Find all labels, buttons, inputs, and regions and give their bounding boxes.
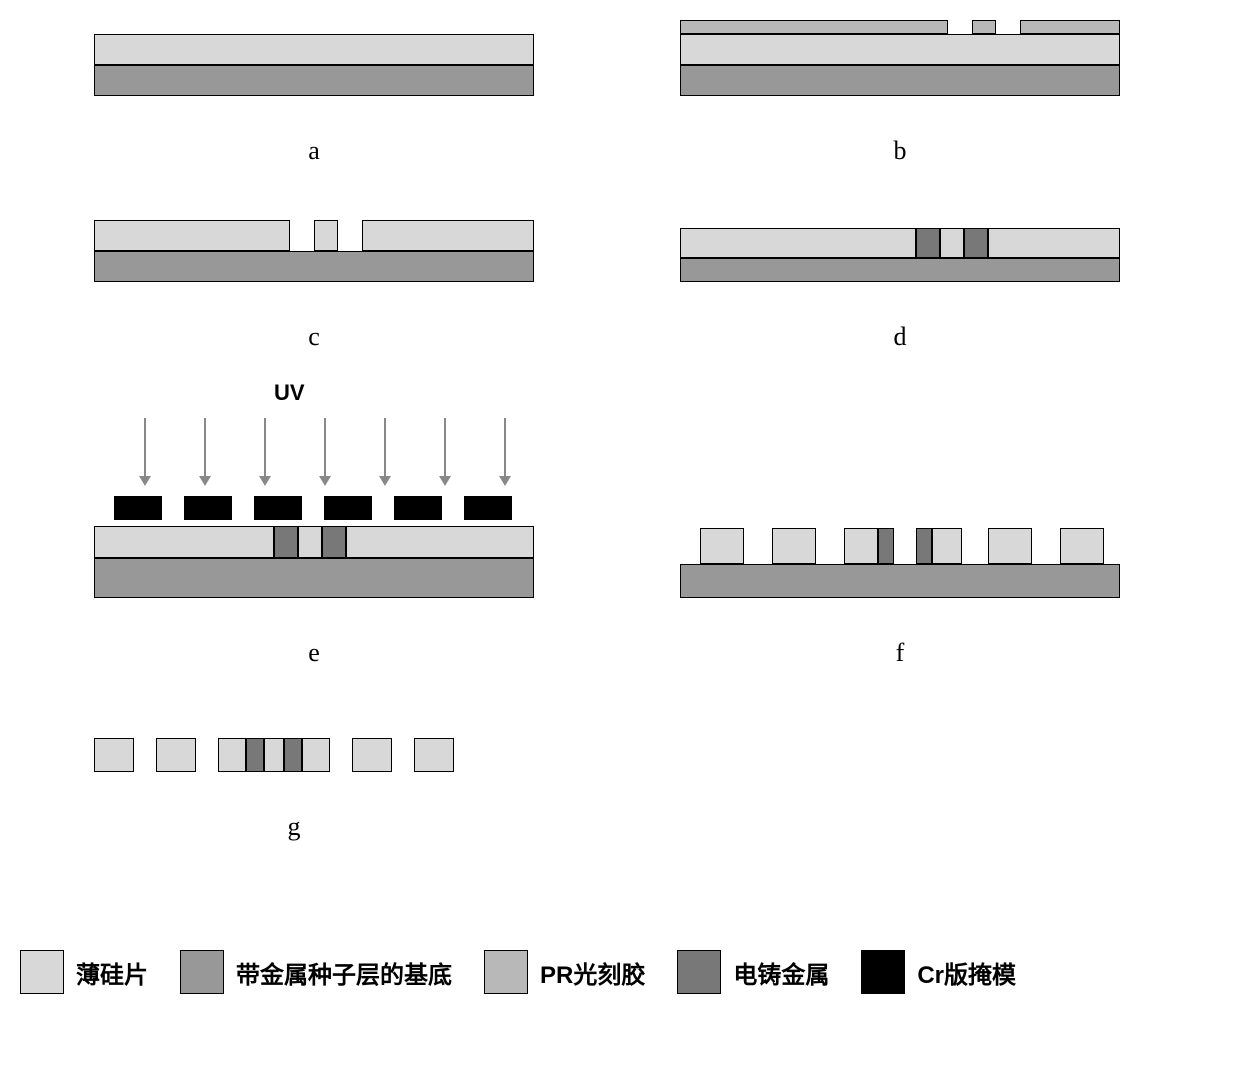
- panel-c: c: [94, 220, 534, 352]
- pr-right: [1020, 20, 1120, 34]
- uv-arrow: [324, 418, 326, 478]
- electroform-2: [322, 526, 346, 558]
- pr-left: [680, 20, 948, 34]
- substrate-layer: [94, 558, 534, 598]
- substrate-layer: [94, 251, 534, 282]
- uv-arrow: [384, 418, 386, 478]
- mask-seg: [184, 496, 232, 520]
- panel-g: g: [94, 738, 494, 842]
- mask-seg: [464, 496, 512, 520]
- si-seg: [414, 738, 454, 772]
- electroform-2: [964, 228, 988, 258]
- si-pillar: [1060, 528, 1104, 564]
- swatch-mask: [861, 950, 905, 994]
- swatch-silicon: [20, 950, 64, 994]
- electroform-pillar: [916, 528, 932, 564]
- silicon-right: [362, 220, 534, 251]
- panel-d: d: [680, 228, 1120, 352]
- uv-arrow: [444, 418, 446, 478]
- mask-seg: [324, 496, 372, 520]
- diagram-c: [94, 220, 534, 282]
- silicon-layer: [680, 34, 1120, 65]
- label-d: d: [894, 322, 907, 352]
- substrate-layer: [680, 564, 1120, 598]
- uv-arrow: [504, 418, 506, 478]
- uv-arrow: [264, 418, 266, 478]
- uv-arrow: [204, 418, 206, 478]
- si-seg: [352, 738, 392, 772]
- label-g: g: [288, 812, 301, 842]
- electroform-1: [274, 526, 298, 558]
- pr-pillar: [972, 20, 996, 34]
- legend-text: 带金属种子层的基底: [236, 955, 452, 990]
- diagram-b: [680, 20, 1120, 96]
- si-pillar: [772, 528, 816, 564]
- si-seg: [302, 738, 330, 772]
- panel-f: f: [680, 528, 1120, 668]
- legend-item-photoresist: PR光刻胶: [484, 950, 645, 994]
- panel-e: UV e: [94, 408, 534, 668]
- mask-seg: [114, 496, 162, 520]
- legend: 薄硅片 带金属种子层的基底 PR光刻胶 电铸金属 Cr版掩模: [20, 950, 1016, 994]
- silicon-left: [94, 220, 290, 251]
- label-b: b: [894, 136, 907, 166]
- label-f: f: [896, 638, 905, 668]
- mask-seg: [254, 496, 302, 520]
- legend-text: PR光刻胶: [540, 955, 645, 990]
- silicon-pillar: [314, 220, 338, 251]
- swatch-electroform: [677, 950, 721, 994]
- diagram-e: UV: [94, 408, 534, 598]
- electroform-pillar: [878, 528, 894, 564]
- substrate-layer: [680, 258, 1120, 282]
- label-e: e: [308, 638, 320, 668]
- silicon-left: [94, 526, 274, 558]
- panel-a: a: [94, 34, 534, 166]
- legend-text: Cr版掩模: [917, 955, 1016, 990]
- si-pillar: [932, 528, 962, 564]
- substrate-layer: [94, 65, 534, 96]
- silicon-right: [346, 526, 534, 558]
- silicon-right: [988, 228, 1120, 258]
- silicon-pillar: [940, 228, 964, 258]
- si-seg: [94, 738, 134, 772]
- legend-item-substrate: 带金属种子层的基底: [180, 950, 452, 994]
- label-c: c: [308, 322, 320, 352]
- silicon-layer: [94, 34, 534, 65]
- swatch-substrate: [180, 950, 224, 994]
- legend-text: 薄硅片: [76, 955, 148, 990]
- si-pillar: [700, 528, 744, 564]
- label-a: a: [308, 136, 320, 166]
- si-pillar: [988, 528, 1032, 564]
- uv-label: UV: [274, 380, 305, 406]
- legend-item-silicon: 薄硅片: [20, 950, 148, 994]
- silicon-pillar: [298, 526, 322, 558]
- legend-item-electroform: 电铸金属: [677, 950, 829, 994]
- diagram-f: [680, 528, 1120, 598]
- si-pillar: [844, 528, 878, 564]
- si-seg: [156, 738, 196, 772]
- uv-arrow: [144, 418, 146, 478]
- diagram-g: [94, 738, 494, 772]
- legend-text: 电铸金属: [733, 955, 829, 990]
- legend-item-mask: Cr版掩模: [861, 950, 1016, 994]
- si-seg-mid: [264, 738, 284, 772]
- electroform-1: [916, 228, 940, 258]
- electroform-seg: [284, 738, 302, 772]
- substrate-layer: [680, 65, 1120, 96]
- si-seg: [218, 738, 246, 772]
- mask-seg: [394, 496, 442, 520]
- panel-b: b: [680, 20, 1120, 166]
- diagram-a: [94, 34, 534, 96]
- electroform-seg: [246, 738, 264, 772]
- silicon-left: [680, 228, 916, 258]
- diagram-d: [680, 228, 1120, 282]
- swatch-photoresist: [484, 950, 528, 994]
